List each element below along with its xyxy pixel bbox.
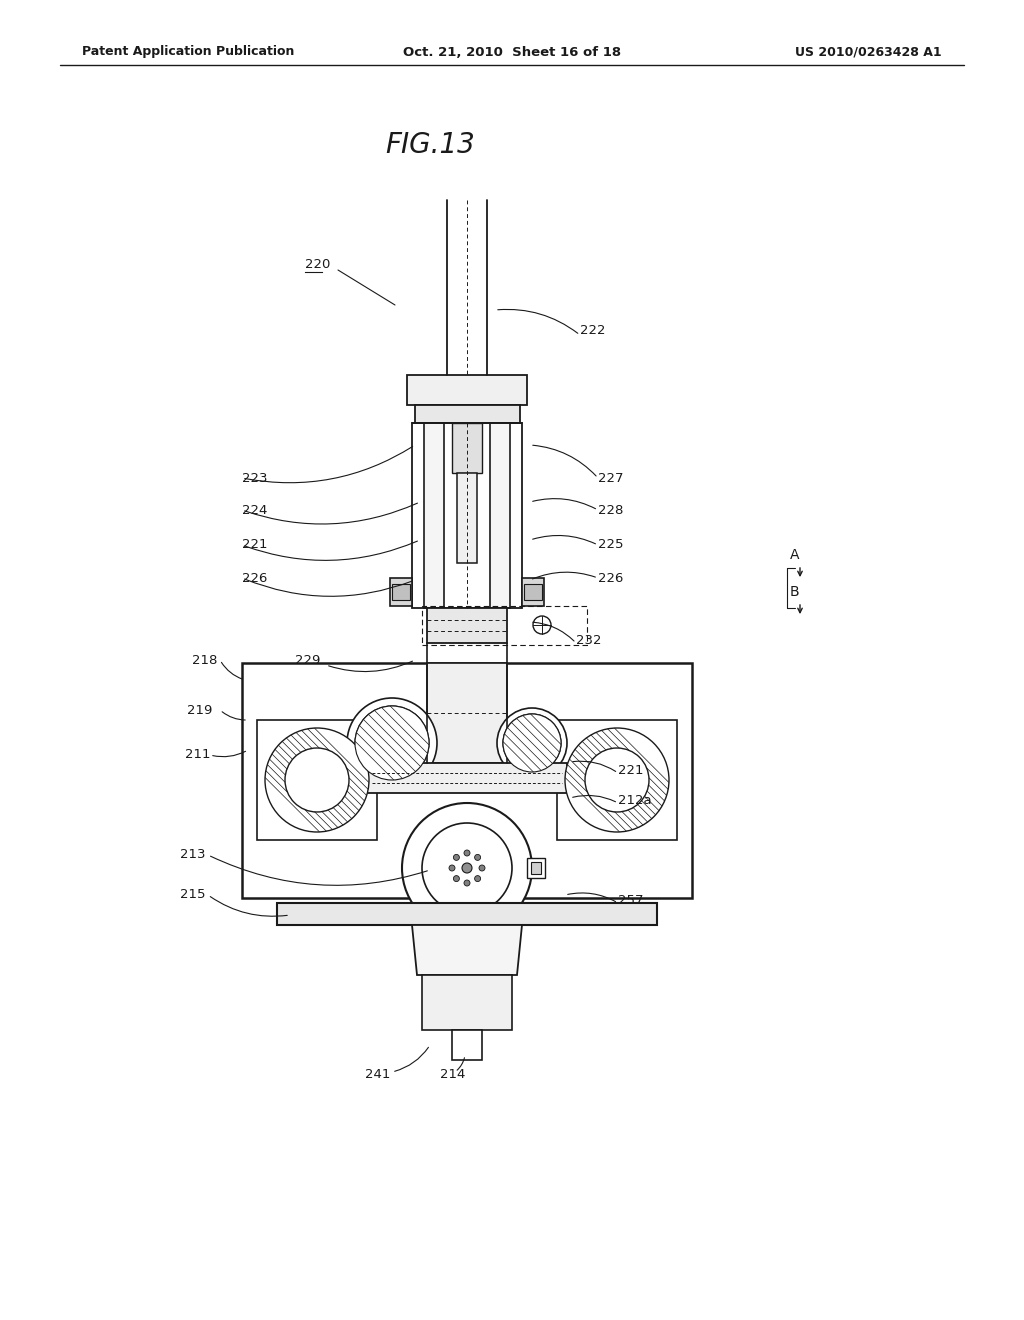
Text: 223: 223: [242, 471, 267, 484]
Text: 214: 214: [440, 1068, 465, 1081]
Circle shape: [347, 698, 437, 788]
Bar: [452, 422, 482, 473]
Circle shape: [534, 616, 551, 634]
Circle shape: [355, 706, 429, 780]
Text: Patent Application Publication: Patent Application Publication: [82, 45, 294, 58]
Bar: [452, 1030, 482, 1060]
Bar: [424, 422, 444, 609]
Bar: [242, 663, 692, 898]
Circle shape: [474, 875, 480, 882]
Circle shape: [462, 863, 472, 873]
Text: 221: 221: [242, 539, 267, 552]
Text: 222: 222: [580, 323, 605, 337]
Bar: [457, 473, 477, 564]
Bar: [531, 862, 541, 874]
Text: 224: 224: [242, 503, 267, 516]
Circle shape: [265, 729, 369, 832]
Bar: [422, 975, 512, 1030]
Bar: [527, 858, 545, 878]
Bar: [278, 903, 657, 925]
Text: 221: 221: [618, 763, 643, 776]
Text: 229: 229: [295, 653, 321, 667]
Text: 228: 228: [598, 503, 624, 516]
Circle shape: [503, 714, 561, 772]
Text: FIG.13: FIG.13: [385, 131, 475, 158]
Circle shape: [503, 714, 561, 772]
Bar: [412, 422, 522, 609]
Bar: [367, 763, 567, 793]
Bar: [257, 719, 377, 840]
Circle shape: [422, 822, 512, 913]
Bar: [557, 719, 677, 840]
Text: 257: 257: [618, 894, 643, 907]
Text: 226: 226: [242, 572, 267, 585]
Circle shape: [464, 850, 470, 855]
Circle shape: [585, 748, 649, 812]
Bar: [415, 405, 520, 422]
Text: 241: 241: [365, 1068, 390, 1081]
Circle shape: [285, 748, 349, 812]
Bar: [390, 578, 412, 606]
Circle shape: [464, 880, 470, 886]
Text: 227: 227: [598, 471, 624, 484]
Text: US 2010/0263428 A1: US 2010/0263428 A1: [796, 45, 942, 58]
Circle shape: [402, 803, 532, 933]
Text: 213: 213: [180, 849, 206, 862]
Text: 220: 220: [305, 259, 331, 272]
Bar: [427, 663, 507, 763]
Circle shape: [449, 865, 455, 871]
Bar: [392, 583, 410, 601]
Text: 219: 219: [187, 704, 212, 717]
Bar: [524, 583, 542, 601]
Circle shape: [355, 706, 429, 780]
Circle shape: [454, 854, 460, 861]
Polygon shape: [412, 925, 522, 975]
Text: B: B: [790, 585, 800, 599]
Text: Oct. 21, 2010  Sheet 16 of 18: Oct. 21, 2010 Sheet 16 of 18: [402, 45, 622, 58]
Text: 211: 211: [185, 748, 211, 762]
Bar: [407, 375, 527, 405]
Text: 232: 232: [575, 634, 601, 647]
Circle shape: [479, 865, 485, 871]
Text: A: A: [790, 548, 800, 562]
Text: 225: 225: [598, 539, 624, 552]
Circle shape: [454, 875, 460, 882]
Circle shape: [474, 854, 480, 861]
Text: 215: 215: [180, 888, 206, 902]
Circle shape: [565, 729, 669, 832]
Bar: [422, 606, 587, 645]
Circle shape: [497, 708, 567, 777]
Bar: [427, 609, 507, 643]
Bar: [522, 578, 544, 606]
Text: 212a: 212a: [618, 793, 651, 807]
Bar: [490, 422, 510, 609]
Text: 218: 218: [193, 653, 217, 667]
Text: 226: 226: [598, 572, 624, 585]
